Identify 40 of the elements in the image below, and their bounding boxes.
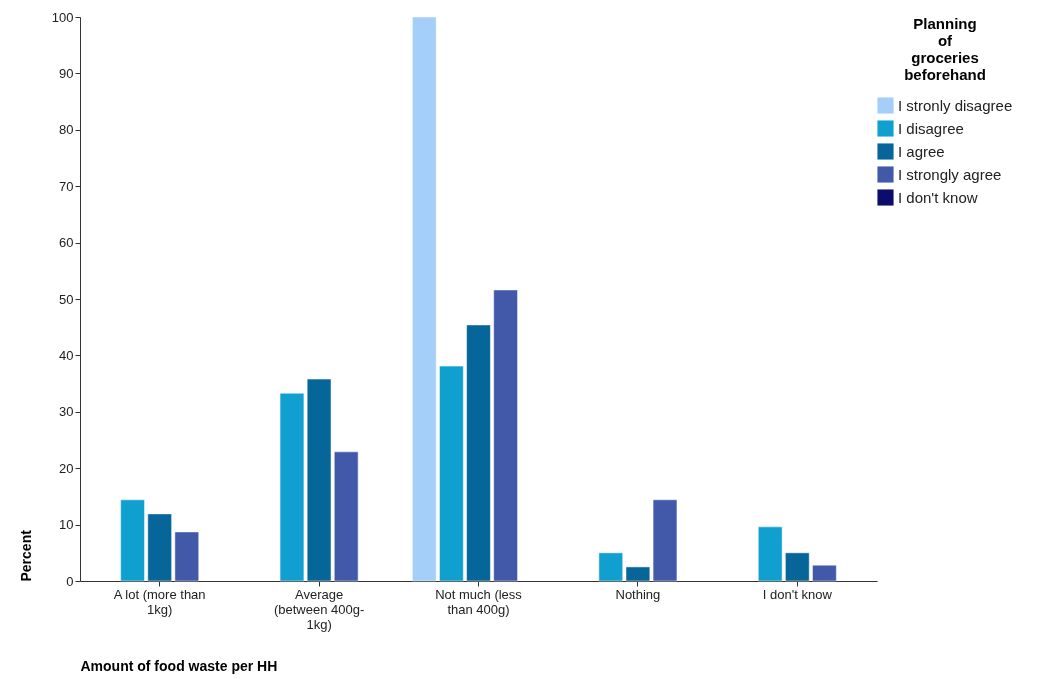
bar xyxy=(147,513,172,582)
bar xyxy=(279,392,305,582)
x-tick-label: Nothing xyxy=(615,586,661,602)
bar xyxy=(466,324,491,582)
bar xyxy=(174,531,199,582)
bar xyxy=(439,365,464,582)
y-tick-label: 30 xyxy=(59,404,74,420)
legend-label: I strongly agree xyxy=(898,165,1002,183)
bar xyxy=(625,566,651,582)
bar xyxy=(758,526,783,582)
y-tick-label: 20 xyxy=(59,460,74,476)
x-tick-label: I don't know xyxy=(762,586,833,602)
y-tick-label: 10 xyxy=(59,517,74,533)
bar xyxy=(812,564,837,582)
x-tick-label: A lot (more than 1kg) xyxy=(113,586,206,617)
legend-label: I agree xyxy=(898,142,945,160)
y-tick-label: 50 xyxy=(59,291,74,307)
bar xyxy=(306,378,332,582)
legend-label: I disagree xyxy=(898,119,964,137)
y-tick-label: 100 xyxy=(51,9,74,25)
bar xyxy=(598,552,623,582)
legend-label: I don't know xyxy=(898,188,978,206)
y-tick-label: 60 xyxy=(59,235,74,251)
y-tick-label: 40 xyxy=(59,347,74,363)
legend-label: I stronly disagree xyxy=(898,96,1013,114)
bar xyxy=(412,16,437,582)
y-axis-title: Percent xyxy=(17,529,34,582)
bar xyxy=(120,499,145,582)
y-tick-label: 80 xyxy=(59,122,74,138)
x-axis-title: Amount of food waste per HH xyxy=(80,657,278,674)
y-tick-label: 90 xyxy=(59,65,74,81)
y-tick-label: 70 xyxy=(59,178,74,194)
legend-title: Planning of groceries beforehand xyxy=(904,15,986,83)
x-tick-label: Not much (less than 400g) xyxy=(435,586,523,617)
x-tick-label: Average (between 400g-1kg) xyxy=(273,586,365,632)
bar xyxy=(652,499,678,582)
y-tick-label: 0 xyxy=(66,573,74,589)
bar xyxy=(493,289,518,582)
bar xyxy=(334,451,359,582)
bar xyxy=(785,552,810,582)
